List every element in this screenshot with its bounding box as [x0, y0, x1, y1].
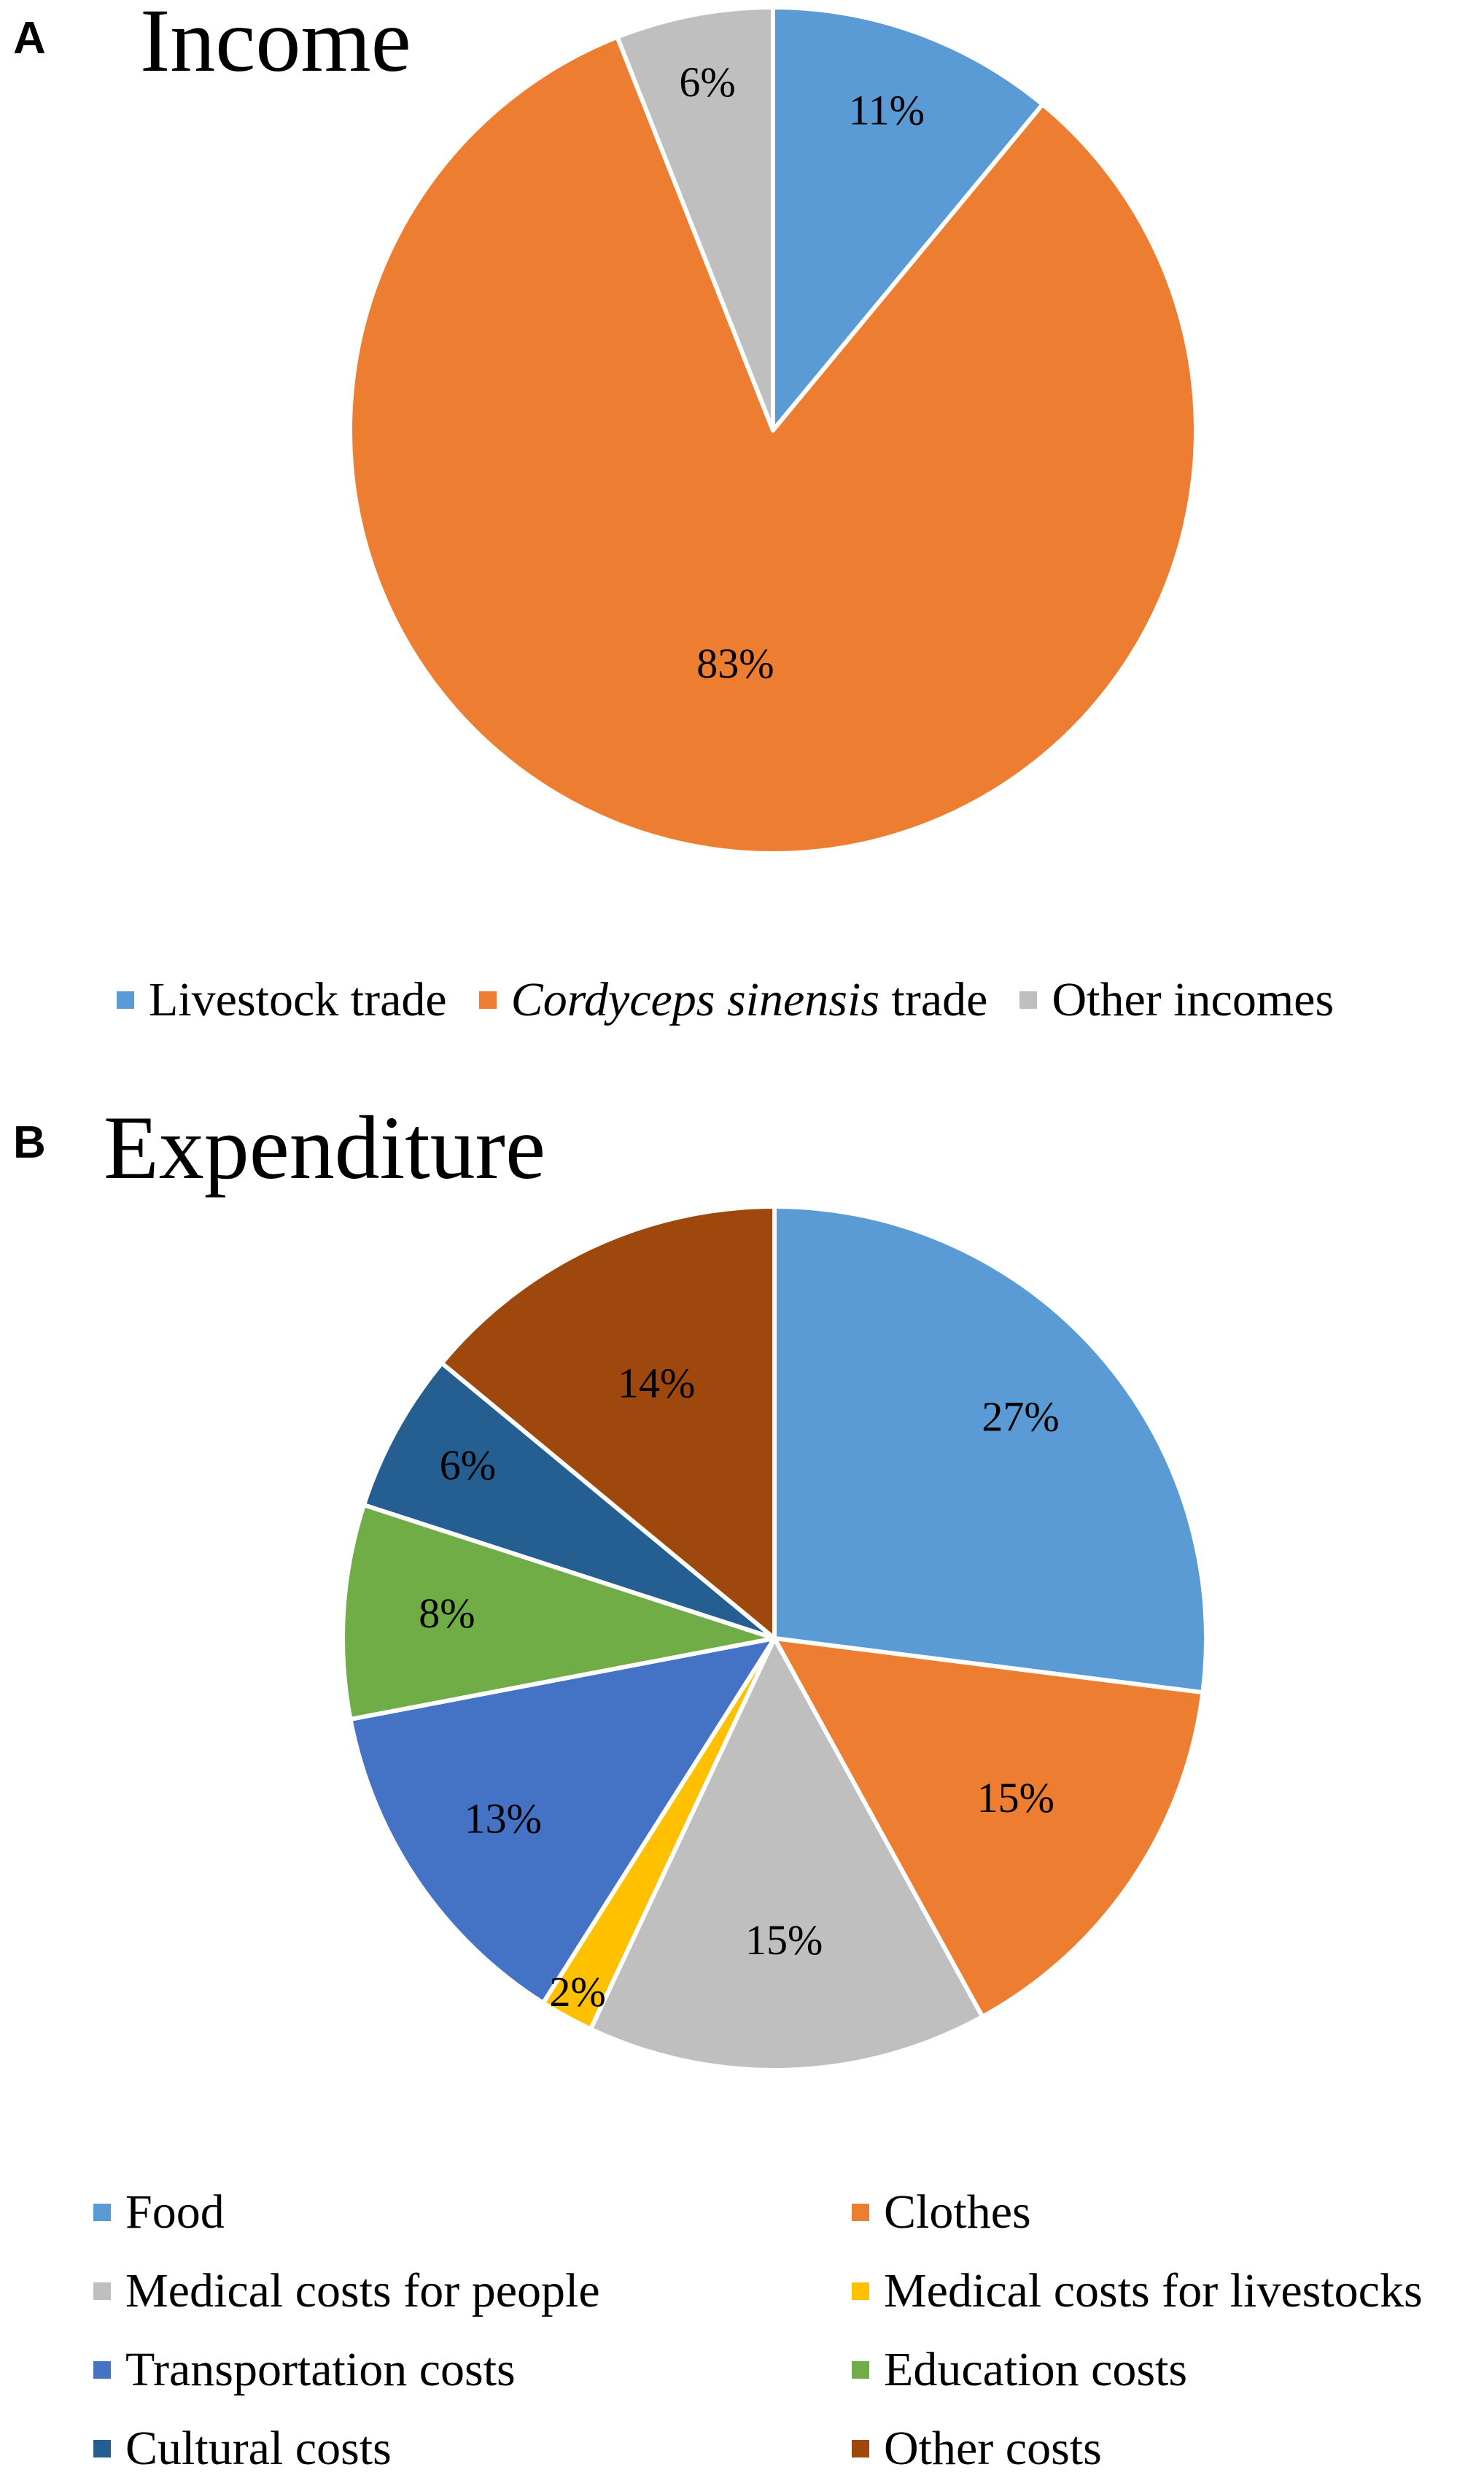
legend-item-transportation-costs: Transportation costs — [93, 2346, 516, 2394]
legend-swatch — [93, 2203, 111, 2221]
expenditure-title: Expenditure — [104, 1098, 546, 1198]
legend-label: Education costs — [884, 2343, 1188, 2396]
pie-slice-cordyceps-sinensis-trade — [348, 34, 1198, 856]
data-label-other-incomes: 6% — [679, 58, 735, 106]
data-label-education-costs: 8% — [419, 1589, 475, 1637]
legend-label: Cultural costs — [125, 2422, 392, 2475]
data-label-livestock-trade: 11% — [849, 87, 925, 134]
data-label-cultural-costs: 6% — [440, 1441, 496, 1489]
legend-item-cultural-costs: Cultural costs — [93, 2425, 392, 2473]
legend-item-medical-costs-for-people: Medical costs for people — [93, 2267, 600, 2315]
legend-label: Transportation costs — [125, 2343, 516, 2396]
legend-label: Other costs — [884, 2422, 1102, 2475]
legend-item-clothes: Clothes — [852, 2188, 1031, 2236]
income-panel: A Income 11% 83% 6% Livestock trade Cordyce… — [0, 0, 1484, 1072]
legend-swatch — [1019, 991, 1038, 1009]
pie-slice-clothes — [772, 1636, 1205, 2019]
legend-swatch — [117, 991, 134, 1009]
legend-label-rest: trade — [879, 973, 988, 1026]
panel-b-letter: B — [13, 1118, 46, 1168]
data-label-transportation-costs: 13% — [465, 1794, 542, 1842]
income-title: Income — [140, 0, 411, 90]
pie-slice-cultural-costs — [361, 1360, 777, 1641]
legend-item-cordyceps-trade: Cordyceps sinensis trade — [478, 973, 988, 1026]
legend-swatch — [93, 2360, 111, 2379]
panel-a-letter: A — [13, 13, 46, 63]
legend-swatch — [852, 2360, 869, 2379]
data-label-other-costs: 14% — [618, 1359, 695, 1406]
pie-slice-education-costs — [341, 1503, 777, 1721]
legend-item-education-costs: Education costs — [852, 2346, 1187, 2394]
legend-swatch — [852, 2439, 869, 2457]
pie-slice-livestock-trade — [771, 5, 1045, 433]
pie-slice-medical-costs-for-people — [588, 1636, 985, 2072]
legend-item-food: Food — [93, 2188, 225, 2236]
legend-item-medical-costs-for-livestocks: Medical costs for livestocks — [852, 2267, 1423, 2315]
legend-label-italic: Cordyceps sinensis — [510, 973, 880, 1026]
legend-swatch — [93, 2439, 111, 2457]
legend-swatch — [93, 2282, 111, 2300]
legend-label: Other incomes — [1052, 973, 1335, 1026]
pie-slice-transportation-costs — [348, 1636, 777, 2005]
income-pie-chart: 11% 83% 6% — [348, 5, 1198, 856]
legend-item-livestock-trade: Livestock trade — [117, 976, 447, 1024]
legend-label: Medical costs for livestocks — [884, 2264, 1423, 2317]
legend-item-other-incomes: Other incomes — [1019, 976, 1334, 1024]
legend-swatch — [852, 2282, 869, 2300]
expenditure-panel: B Expenditure 27% 15% 15% 2% 13% 8% 6% 14% Food… — [0, 1072, 1484, 2473]
data-label-medical-costs-for-people: 15% — [745, 1916, 823, 1964]
pie-slice-other-costs — [439, 1204, 777, 1641]
income-legend: Livestock trade Cordyceps sinensis trade O… — [117, 976, 1334, 1024]
data-label-cordyceps-sinensis-trade: 83% — [696, 640, 774, 687]
data-label-clothes: 15% — [977, 1774, 1054, 1821]
legend-label: Clothes — [884, 2185, 1031, 2239]
legend-label: Food — [125, 2185, 225, 2239]
legend-label: Medical costs for people — [125, 2264, 600, 2317]
expenditure-pie-chart: 27% 15% 15% 2% 13% 8% 6% 14% — [341, 1204, 1208, 2072]
legend-swatch — [852, 2203, 869, 2221]
legend-swatch — [478, 991, 497, 1009]
pie-slice-food — [772, 1204, 1208, 1695]
pie-slice-other-incomes — [615, 5, 775, 433]
legend-item-other-costs: Other costs — [852, 2425, 1102, 2473]
data-label-medical-costs-for-livestocks: 2% — [550, 1968, 606, 2015]
legend-label: Livestock trade — [149, 973, 447, 1026]
data-label-food: 27% — [982, 1393, 1059, 1441]
